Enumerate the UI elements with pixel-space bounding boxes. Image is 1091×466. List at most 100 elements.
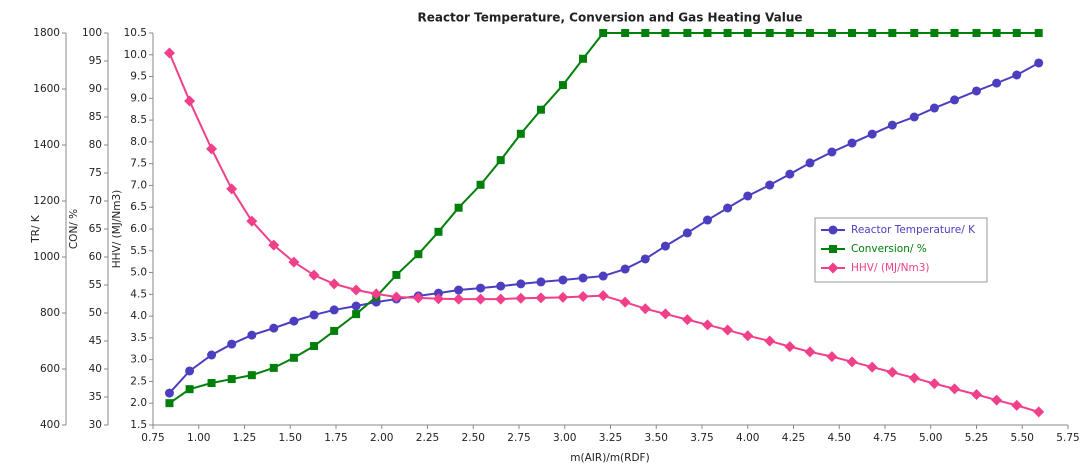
marker xyxy=(640,254,650,264)
marker xyxy=(557,291,569,303)
marker xyxy=(785,169,795,179)
y2-tick-label: 40 xyxy=(89,363,102,375)
y2-tick-label: 90 xyxy=(89,83,102,95)
y3-tick-label: 10.0 xyxy=(124,49,147,61)
y-tick-label: 800 xyxy=(40,307,60,319)
marker xyxy=(743,191,753,201)
x-tick-label: 2.25 xyxy=(416,432,439,444)
marker xyxy=(496,281,506,291)
marker xyxy=(164,388,174,398)
marker xyxy=(558,275,568,285)
marker xyxy=(329,305,339,315)
y2-tick-label: 55 xyxy=(89,279,102,291)
marker xyxy=(784,341,796,353)
marker xyxy=(578,273,588,283)
x-tick-label: 0.75 xyxy=(141,432,164,444)
x-tick-label: 2.00 xyxy=(370,432,393,444)
y-tick-label: 600 xyxy=(40,363,60,375)
marker xyxy=(765,29,774,37)
marker xyxy=(950,95,960,105)
marker xyxy=(226,183,238,195)
marker xyxy=(185,385,194,394)
marker xyxy=(826,351,838,363)
marker xyxy=(868,29,877,37)
marker xyxy=(599,29,608,37)
y3-tick-label: 4.5 xyxy=(130,288,147,300)
marker xyxy=(476,180,485,189)
marker xyxy=(536,277,546,287)
x-tick-label: 3.25 xyxy=(599,432,622,444)
y3-tick-label: 9.0 xyxy=(130,92,147,104)
x-tick-label: 4.25 xyxy=(782,432,805,444)
marker xyxy=(866,361,878,373)
marker xyxy=(246,215,258,227)
y3-tick-label: 7.5 xyxy=(130,158,147,170)
legend-marker xyxy=(829,245,837,253)
marker xyxy=(765,180,775,190)
y2-tick-label: 85 xyxy=(89,111,102,123)
x-tick-label: 2.75 xyxy=(507,432,530,444)
marker xyxy=(949,383,961,395)
y3-tick-label: 1.5 xyxy=(130,419,147,431)
marker xyxy=(846,356,858,368)
marker xyxy=(930,29,939,37)
marker xyxy=(516,279,526,289)
y3-tick-label: 9.5 xyxy=(130,71,147,83)
marker xyxy=(805,29,814,37)
marker xyxy=(639,303,651,315)
x-tick-label: 3.75 xyxy=(690,432,713,444)
marker xyxy=(681,314,693,326)
x-tick-label: 1.00 xyxy=(187,432,210,444)
marker xyxy=(227,339,237,349)
marker xyxy=(886,366,898,378)
marker xyxy=(185,366,195,376)
x-tick-label: 4.50 xyxy=(828,432,851,444)
marker xyxy=(434,227,443,236)
marker xyxy=(269,323,279,333)
marker xyxy=(621,29,630,37)
marker xyxy=(682,228,692,238)
marker xyxy=(598,271,608,281)
marker xyxy=(330,326,339,335)
marker xyxy=(207,350,217,360)
marker xyxy=(184,95,196,107)
marker xyxy=(847,138,857,148)
marker xyxy=(475,293,487,305)
marker xyxy=(887,120,897,130)
y-tick-label: 1600 xyxy=(33,83,60,95)
marker xyxy=(414,250,423,259)
legend-marker xyxy=(827,262,839,274)
marker xyxy=(453,293,465,305)
y3-tick-label: 2.5 xyxy=(130,375,147,387)
y2-tick-label: 70 xyxy=(89,195,102,207)
y3-tick-label: 2.0 xyxy=(130,397,147,409)
marker xyxy=(454,203,463,212)
marker xyxy=(352,310,361,319)
marker xyxy=(390,291,402,303)
marker xyxy=(992,29,1001,37)
y2-tick-label: 60 xyxy=(89,251,102,263)
marker xyxy=(1033,406,1045,418)
marker xyxy=(516,129,525,138)
marker xyxy=(370,288,382,300)
marker xyxy=(269,363,278,372)
marker xyxy=(515,292,527,304)
y3-tick-label: 3.5 xyxy=(130,332,147,344)
marker xyxy=(683,29,692,37)
marker xyxy=(971,389,982,401)
marker xyxy=(412,292,424,304)
marker xyxy=(392,270,401,279)
marker xyxy=(535,292,547,304)
x-axis-title: m(AIR)/m(RDF) xyxy=(570,452,649,464)
marker xyxy=(1012,29,1021,37)
marker xyxy=(703,29,712,37)
marker xyxy=(991,394,1003,406)
x-tick-label: 5.25 xyxy=(965,432,988,444)
marker xyxy=(641,29,650,37)
y3-tick-label: 6.5 xyxy=(130,201,147,213)
legend-label: Conversion/ % xyxy=(851,243,927,255)
y-tick-label: 1200 xyxy=(33,195,60,207)
marker xyxy=(454,285,464,295)
y-tick-label: 400 xyxy=(40,419,60,431)
marker xyxy=(495,293,507,305)
